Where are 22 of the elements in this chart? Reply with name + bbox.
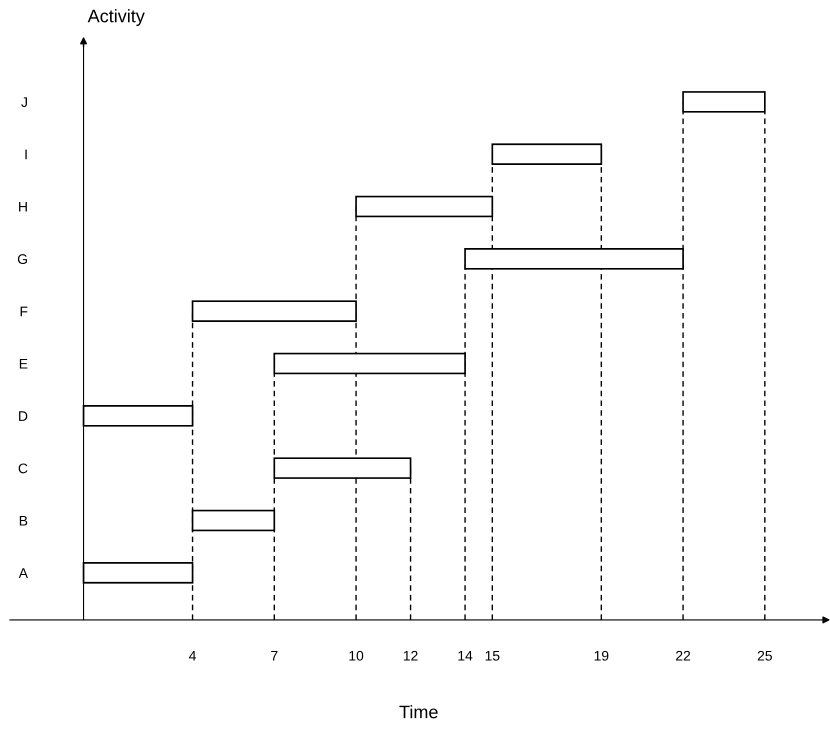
y-tick-label: A	[18, 568, 28, 578]
y-tick-label: I	[25, 150, 27, 160]
y-tick-label: J	[21, 97, 27, 108]
y-tick-label: G	[18, 254, 27, 264]
y-axis-title: Activity	[88, 9, 145, 26]
x-tick-label: 4	[189, 650, 196, 661]
x-tick-label: 15	[486, 650, 500, 661]
y-tick-label: F	[20, 306, 28, 316]
y-tick-label: B	[20, 516, 28, 526]
y-tick-label: D	[19, 411, 28, 421]
x-tick-label: 14	[458, 650, 472, 661]
x-tick-label: 22	[676, 650, 690, 661]
x-tick-label: 7	[271, 650, 278, 661]
y-tick-label: H	[19, 202, 27, 212]
x-tick-label: 25	[758, 650, 772, 661]
x-axis-title: Time	[399, 705, 438, 718]
x-tick-label: 10	[349, 650, 364, 661]
x-tick-label: 19	[594, 650, 608, 661]
bar	[491, 143, 602, 165]
y-tick-label: C	[18, 463, 28, 474]
x-tick-label: 12	[404, 650, 418, 661]
y-tick-label: E	[20, 358, 28, 369]
